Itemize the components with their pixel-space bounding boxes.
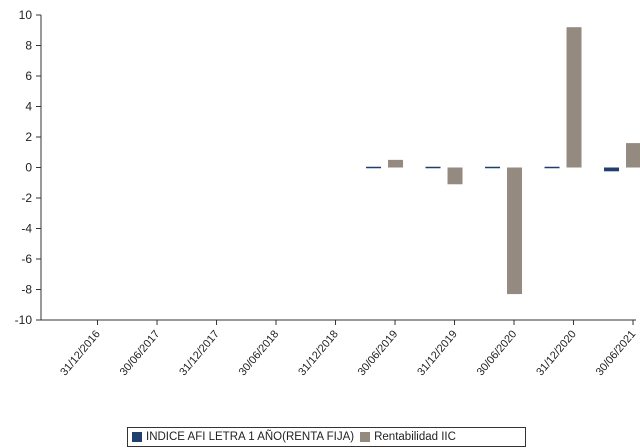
x-tick-label: 31/12/2018 <box>296 328 341 378</box>
y-tick-label: -6 <box>21 252 32 266</box>
legend-item-rentabilidad: Rentabilidad IIC <box>360 431 456 443</box>
legend-label-indice: INDICE AFI LETRA 1 AÑO(RENTA FIJA) <box>146 431 355 443</box>
y-tick-label: -8 <box>21 283 32 297</box>
y-tick-label: 4 <box>25 100 32 114</box>
bar-series-1-8 <box>544 166 560 169</box>
legend-item-indice: INDICE AFI LETRA 1 AÑO(RENTA FIJA) <box>132 431 354 443</box>
legend: INDICE AFI LETRA 1 AÑO(RENTA FIJA) Renta… <box>127 427 526 447</box>
y-tick-label: 2 <box>25 130 32 144</box>
bar-series-1-5 <box>366 166 382 169</box>
legend-swatch-indice <box>132 432 142 442</box>
x-tick-label: 31/12/2020 <box>534 328 579 378</box>
bar-series-2-7 <box>507 167 523 295</box>
y-tick-label: 10 <box>19 8 33 22</box>
y-tick-label: 0 <box>25 161 32 175</box>
legend-swatch-rentabilidad <box>360 432 371 442</box>
bar-series-1-7 <box>485 166 501 169</box>
bar-series-2-8 <box>566 27 582 168</box>
x-tick-label: 31/12/2019 <box>415 328 460 378</box>
bar-series-2-6 <box>447 167 463 185</box>
x-tick-label: 30/06/2020 <box>475 328 520 378</box>
bar-series-1-6 <box>425 166 441 169</box>
y-tick-label: 6 <box>25 69 32 83</box>
y-tick-label: -2 <box>21 191 32 205</box>
bar-series-1-9 <box>604 167 620 172</box>
y-tick-label: -4 <box>21 222 32 236</box>
y-tick-label: -10 <box>15 313 33 327</box>
plot-area: 10 8 6 4 2 0 -2 -4 -6 -8 -10 31/12/2016 30/06/2017 31… <box>15 8 640 378</box>
x-tick-label: 30/06/2019 <box>356 328 401 378</box>
x-tick-label: 31/12/2017 <box>177 328 222 378</box>
bar-series-2-5 <box>388 159 404 168</box>
legend-label-rentabilidad: Rentabilidad IIC <box>374 431 456 443</box>
x-tick-label: 31/12/2016 <box>58 328 103 378</box>
y-tick-label: 8 <box>25 39 32 53</box>
x-tick-label: 30/06/2018 <box>237 328 282 378</box>
x-tick-label: 30/06/2021 <box>594 328 639 378</box>
x-tick-label: 30/06/2017 <box>118 328 163 378</box>
bar-series-2-9 <box>626 143 640 168</box>
